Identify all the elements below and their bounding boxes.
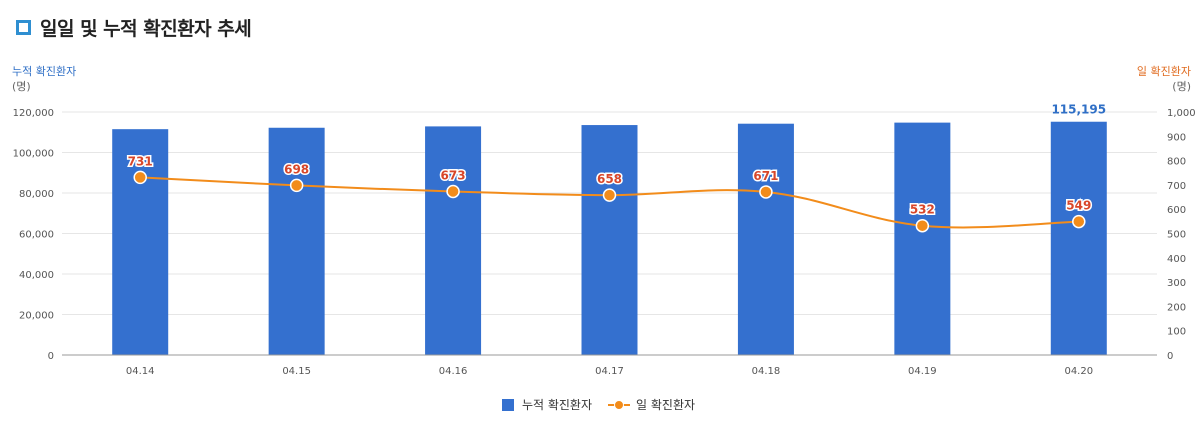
legend-line-label: 일 확진환자	[636, 398, 696, 412]
legend-line-swatch	[608, 399, 631, 411]
x-tick-label: 04.16	[439, 366, 468, 377]
right-tick-label: 500	[1167, 230, 1186, 241]
right-tick-label: 900	[1167, 132, 1186, 143]
left-tick-label: 0	[48, 351, 54, 362]
right-tick-label: 100	[1167, 327, 1186, 338]
bar-data-label: 115,195	[1051, 103, 1106, 117]
left-axis-unit: (명)	[12, 80, 31, 93]
legend-item-line[interactable]: 일 확진환자	[608, 396, 695, 413]
x-tick-label: 04.20	[1064, 366, 1093, 377]
bar	[425, 126, 482, 355]
bar	[268, 127, 325, 355]
right-tick-label: 300	[1167, 278, 1186, 289]
line-point	[915, 218, 930, 233]
legend-item-bar[interactable]: 누적 확진환자	[501, 396, 593, 413]
right-axis-unit: (명)	[1172, 80, 1191, 93]
right-tick-label: 400	[1167, 254, 1186, 265]
chart-header: 일일 및 누적 확진환자 추세	[16, 14, 252, 41]
left-tick-label: 120,000	[13, 108, 54, 119]
line-data-label: 698	[284, 162, 309, 176]
right-tick-label: 600	[1167, 205, 1186, 216]
line-point	[602, 188, 617, 202]
line-data-label: 549	[1066, 199, 1091, 213]
left-tick-label: 100,000	[13, 149, 54, 160]
left-axis-caption: 누적 확진환자 (명)	[12, 64, 76, 94]
left-tick-label: 80,000	[19, 189, 54, 200]
left-tick-label: 20,000	[19, 311, 54, 322]
chart-title: 일일 및 누적 확진환자 추세	[40, 18, 252, 40]
right-tick-label: 700	[1167, 181, 1186, 192]
line-data-label: 658	[597, 172, 622, 186]
bar	[737, 123, 794, 356]
left-tick-label: 40,000	[19, 270, 54, 281]
line-point	[446, 184, 460, 199]
line-point	[289, 178, 304, 193]
legend: 누적 확진환자 일 확진환자	[0, 396, 1197, 413]
x-tick-label: 04.19	[908, 366, 937, 377]
bar	[581, 125, 638, 355]
line-data-label: 731	[128, 154, 153, 168]
right-axis-name: 일 확진환자	[1136, 65, 1191, 78]
line-data-label: 532	[910, 203, 935, 217]
bar	[112, 129, 169, 355]
left-tick-label: 60,000	[19, 230, 54, 241]
x-tick-label: 04.18	[752, 366, 781, 377]
x-tick-label: 04.14	[126, 366, 155, 377]
bar	[1050, 121, 1107, 355]
legend-bar-swatch	[501, 398, 514, 411]
bar	[894, 122, 951, 355]
x-tick-label: 04.15	[282, 366, 311, 377]
line-point	[759, 185, 773, 199]
right-axis-caption: 일 확진환자 (명)	[1137, 64, 1191, 94]
line-point	[1072, 214, 1086, 229]
x-tick-label: 04.17	[595, 366, 624, 377]
right-tick-label: 1,000	[1167, 108, 1196, 119]
legend-bar-label: 누적 확진환자	[521, 398, 593, 412]
left-axis-name: 누적 확진환자	[12, 65, 77, 78]
line-point	[133, 170, 147, 185]
line-data-label: 671	[753, 169, 778, 183]
right-tick-label: 200	[1167, 302, 1186, 313]
right-tick-label: 0	[1167, 351, 1173, 362]
line-data-label: 673	[441, 168, 466, 182]
square-bullet-icon	[16, 20, 31, 35]
right-tick-label: 800	[1167, 157, 1186, 168]
